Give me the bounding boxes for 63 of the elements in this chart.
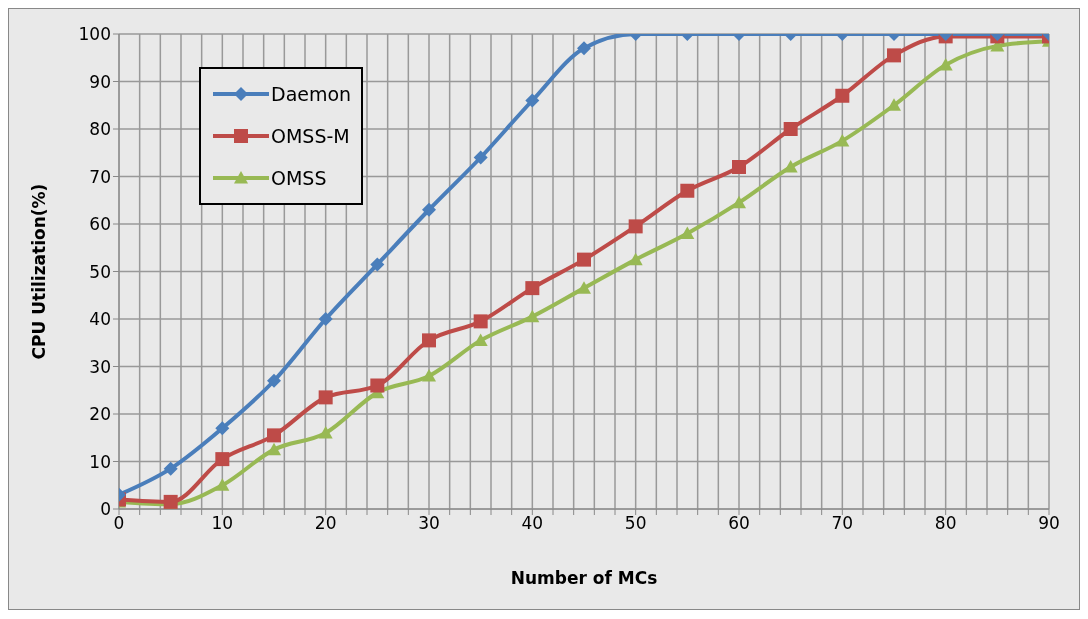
x-tick-label: 50 [624,513,647,534]
x-tick-label: 80 [934,513,957,534]
x-tick-label: 90 [1038,513,1060,534]
point [525,281,540,296]
point [422,369,436,382]
y-tick-label: 20 [89,404,111,425]
legend-label: OMSS-M [271,125,350,147]
y-tick-label: 10 [89,451,111,472]
x-axis-title: Number of MCs [510,568,658,588]
point [835,88,850,103]
point [525,309,540,323]
point [887,98,901,111]
point [938,57,953,71]
legend-label: Daemon [271,83,352,105]
point [525,93,540,108]
x-tick-label: 40 [521,513,544,534]
y-tick-label: 90 [89,71,111,92]
point [163,461,178,476]
point [732,160,746,174]
y-tick-label: 60 [89,214,111,235]
point [215,478,230,491]
point [577,281,591,294]
point [318,426,333,439]
y-axis-title: CPU Utilization(%) [29,183,50,360]
y-tick-label: 0 [100,499,111,520]
point [318,390,333,405]
point [473,314,488,329]
y-tick-label: 50 [89,261,111,282]
point [577,252,591,267]
point [370,378,385,393]
legend-label: OMSS [271,167,327,189]
y-tick-label: 100 [78,24,111,45]
x-tick-label: 20 [314,513,337,534]
point [628,219,643,234]
point [422,333,436,348]
point [267,428,281,443]
point [267,373,281,388]
y-tick-label: 80 [89,119,111,140]
point [267,442,281,456]
x-tick-label: 10 [211,513,234,534]
point [680,226,695,240]
point [422,202,436,217]
x-tick-label: 70 [831,513,854,534]
y-tick-label: 30 [89,356,111,377]
point [680,183,695,198]
x-tick-label: 0 [113,513,125,534]
point [215,421,230,436]
point [783,122,798,136]
point [370,257,385,272]
point [215,452,230,467]
point [783,160,798,173]
y-tick-label: 40 [89,309,111,330]
x-tick-label: 30 [418,513,440,534]
point [628,252,643,266]
point [318,312,333,326]
x-tick-label: 60 [728,513,750,534]
point [473,333,488,346]
point [577,41,591,56]
point [835,133,850,147]
point [732,195,746,209]
point [473,150,488,165]
y-tick-label: 70 [89,166,111,187]
point [887,48,901,63]
